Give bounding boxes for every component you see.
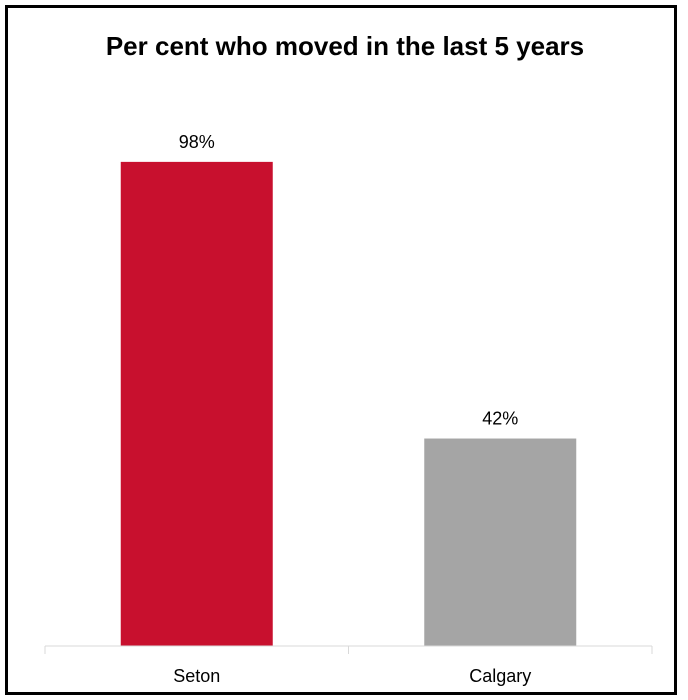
category-label-calgary: Calgary (469, 666, 531, 686)
category-label-seton: Seton (173, 666, 220, 686)
data-label-seton: 98% (179, 132, 215, 152)
bar-calgary (424, 438, 577, 646)
data-label-calgary: 42% (482, 409, 518, 429)
chart-title: Per cent who moved in the last 5 years (105, 31, 585, 61)
bar-seton (120, 161, 273, 646)
